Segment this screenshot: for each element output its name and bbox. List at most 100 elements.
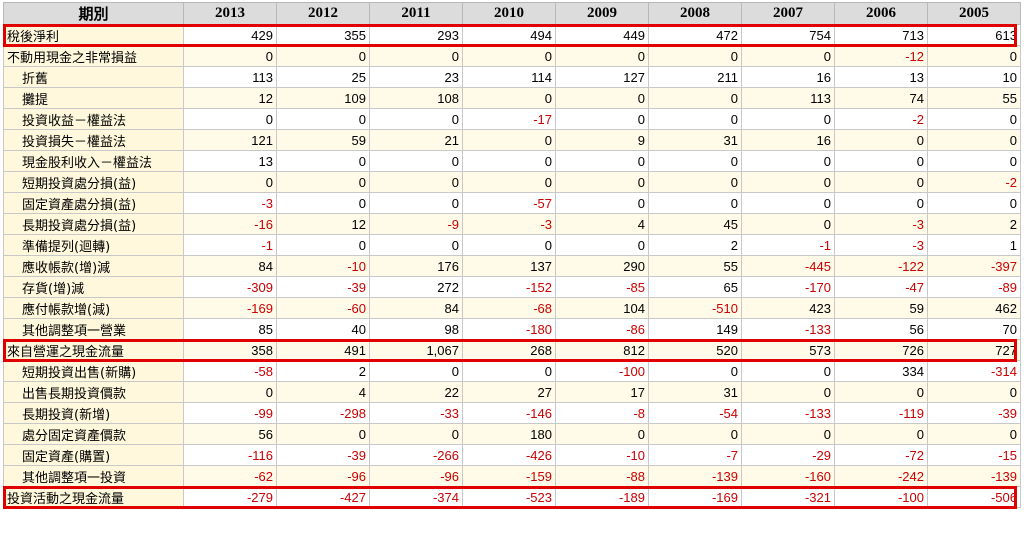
total-row: 稅後淨利 429 355 293 494 449 472 754 713 613 (3, 24, 1021, 46)
value-cell: -72 (834, 444, 928, 466)
table-row: 不動用現金之非常損益 0 0 0 0 0 0 0 -12 0 (3, 45, 1021, 67)
value-cell: 55 (927, 87, 1021, 109)
value-cell: 1 (927, 234, 1021, 256)
value-cell: 272 (369, 276, 463, 298)
value-cell: 0 (834, 171, 928, 193)
value-cell: -68 (462, 297, 556, 319)
row-label: 長期投資處分損(益) (3, 213, 184, 235)
value-cell: -160 (741, 465, 835, 487)
value-cell: 211 (648, 66, 742, 88)
value-cell: 59 (276, 129, 370, 151)
value-cell: 12 (183, 87, 277, 109)
value-cell: 114 (462, 66, 556, 88)
header-row: 期別 2013 2012 2011 2010 2009 2008 2007 20… (3, 2, 1021, 25)
value-cell: 10 (927, 66, 1021, 88)
value-cell: -1 (183, 234, 277, 256)
value-cell: 0 (927, 150, 1021, 172)
value-cell: 2 (648, 234, 742, 256)
value-cell: 290 (555, 255, 649, 277)
value-cell: 0 (555, 87, 649, 109)
row-label: 其他調整項一投資 (3, 465, 184, 487)
value-cell: 727 (927, 339, 1021, 361)
value-cell: 0 (183, 381, 277, 403)
value-cell: 0 (648, 150, 742, 172)
value-cell: 109 (276, 87, 370, 109)
value-cell: 65 (648, 276, 742, 298)
value-cell: -29 (741, 444, 835, 466)
value-cell: 22 (369, 381, 463, 403)
value-cell: 0 (462, 150, 556, 172)
value-cell: 4 (555, 213, 649, 235)
value-cell: 0 (741, 423, 835, 445)
row-label: 長期投資(新增) (3, 402, 184, 424)
value-cell: 0 (927, 45, 1021, 67)
value-cell: -321 (741, 486, 835, 508)
value-cell: -60 (276, 297, 370, 319)
value-cell: 12 (276, 213, 370, 235)
value-cell: -139 (648, 465, 742, 487)
value-cell: 25 (276, 66, 370, 88)
value-cell: 0 (369, 150, 463, 172)
table-row: 存貨(增)減 -309 -39 272 -152 -85 65 -170 -47 -89 (3, 276, 1021, 298)
value-cell: -62 (183, 465, 277, 487)
value-cell: 13 (834, 66, 928, 88)
value-cell: -100 (555, 360, 649, 382)
table-row: 固定資產處分損(益) -3 0 0 -57 0 0 0 0 0 (3, 192, 1021, 214)
value-cell: 31 (648, 381, 742, 403)
value-cell: -146 (462, 402, 556, 424)
table-row: 出售長期投資價款 0 4 22 27 17 31 0 0 0 (3, 381, 1021, 403)
value-cell: 0 (183, 171, 277, 193)
value-cell: -170 (741, 276, 835, 298)
value-cell: 0 (834, 423, 928, 445)
value-cell: 0 (555, 108, 649, 130)
table-row: 其他調整項一投資 -62 -96 -96 -159 -88 -139 -160 -242 -139 (3, 465, 1021, 487)
year-header: 2005 (927, 2, 1021, 25)
value-cell: 0 (555, 171, 649, 193)
value-cell: -8 (555, 402, 649, 424)
value-cell: -397 (927, 255, 1021, 277)
value-cell: 137 (462, 255, 556, 277)
value-cell: 0 (834, 129, 928, 151)
value-cell: -159 (462, 465, 556, 487)
row-label: 處分固定資產價款 (3, 423, 184, 445)
value-cell: 0 (462, 171, 556, 193)
year-header: 2008 (648, 2, 742, 25)
value-cell: 2 (927, 213, 1021, 235)
table-row: 短期投資出售(新購) -58 2 0 0 -100 0 0 334 -314 (3, 360, 1021, 382)
value-cell: 180 (462, 423, 556, 445)
value-cell: -9 (369, 213, 463, 235)
value-cell: 0 (648, 360, 742, 382)
value-cell: -39 (276, 276, 370, 298)
row-label: 存貨(增)減 (3, 276, 184, 298)
row-label: 短期投資處分損(益) (3, 171, 184, 193)
row-label: 其他調整項一營業 (3, 318, 184, 340)
row-label: 投資活動之現金流量 (3, 486, 184, 508)
value-cell: 0 (648, 423, 742, 445)
value-cell: 176 (369, 255, 463, 277)
value-cell: 23 (369, 66, 463, 88)
value-cell: -169 (648, 486, 742, 508)
value-cell: 754 (741, 24, 835, 46)
year-header: 2010 (462, 2, 556, 25)
value-cell: 113 (741, 87, 835, 109)
year-header: 2009 (555, 2, 649, 25)
value-cell: 812 (555, 339, 649, 361)
row-label: 不動用現金之非常損益 (3, 45, 184, 67)
value-cell: 98 (369, 318, 463, 340)
value-cell: 0 (462, 87, 556, 109)
table-row: 固定資產(購置) -116 -39 -266 -426 -10 -7 -29 -72 -15 (3, 444, 1021, 466)
value-cell: 0 (927, 423, 1021, 445)
value-cell: -133 (741, 318, 835, 340)
value-cell: 0 (183, 45, 277, 67)
value-cell: 0 (369, 45, 463, 67)
value-cell: 16 (741, 66, 835, 88)
value-cell: 0 (927, 108, 1021, 130)
value-cell: -426 (462, 444, 556, 466)
value-cell: -119 (834, 402, 928, 424)
value-cell: 520 (648, 339, 742, 361)
value-cell: -39 (276, 444, 370, 466)
value-cell: -17 (462, 108, 556, 130)
value-cell: 84 (369, 297, 463, 319)
year-header: 2007 (741, 2, 835, 25)
value-cell: -133 (741, 402, 835, 424)
